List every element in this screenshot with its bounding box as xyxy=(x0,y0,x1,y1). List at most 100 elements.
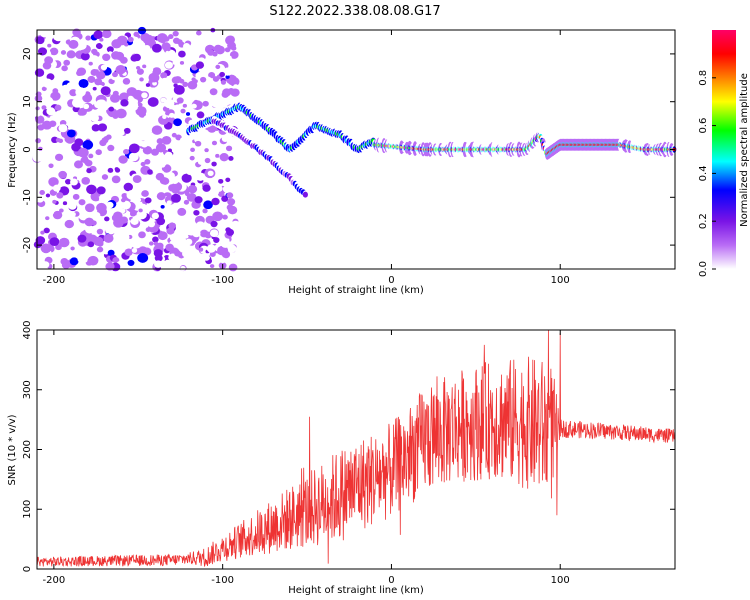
spectrogram-cell xyxy=(152,236,159,243)
spectrogram-cell xyxy=(170,215,180,224)
spectrogram-cell xyxy=(187,184,198,194)
y-tick-label: 300 xyxy=(22,380,33,399)
spectrogram-cell xyxy=(162,114,167,119)
spectrogram-cell xyxy=(172,61,177,65)
spectrogram-cell xyxy=(93,212,101,219)
spectrogram-cell xyxy=(147,220,156,228)
spectrogram-cell xyxy=(195,221,205,230)
spectrogram-cell xyxy=(212,211,223,222)
y-tick-label: 200 xyxy=(22,440,33,459)
spectrogram-cell xyxy=(183,43,191,50)
spectrogram-cell xyxy=(211,140,218,146)
spectrogram-cell xyxy=(181,173,192,183)
spectrogram-cell xyxy=(107,167,114,173)
spectrogram-cell xyxy=(141,92,148,99)
spectrogram-cell xyxy=(107,249,115,256)
spectrogram-cell xyxy=(71,142,81,152)
spectrogram-cell xyxy=(123,127,131,134)
spectrogram-cell xyxy=(34,68,45,77)
spectrogram-cell xyxy=(32,210,44,221)
spectrogram-cell xyxy=(75,40,87,51)
spectrogram-cell xyxy=(96,186,106,195)
spectrogram-cell xyxy=(225,75,230,79)
spectrogram-cell xyxy=(220,80,227,85)
spectrogram-cell xyxy=(144,197,152,204)
spectrogram-cell xyxy=(231,45,237,51)
spectrogram-cell xyxy=(221,135,229,142)
spectrogram-cell xyxy=(143,45,151,51)
spectrogram-cell xyxy=(211,197,220,206)
spectrogram-cell xyxy=(151,212,160,220)
spectrogram-cell xyxy=(155,143,167,153)
spectrogram-cell xyxy=(196,111,205,119)
spectrogram-cell xyxy=(178,50,186,58)
spectrogram-cell xyxy=(118,239,129,250)
spectrogram-cell xyxy=(120,99,129,107)
spectrogram-cell xyxy=(186,192,197,202)
spectrogram-cell xyxy=(191,103,197,109)
spectrogram-cell xyxy=(75,87,86,97)
x-tick-label: -100 xyxy=(211,575,234,586)
spectrogram-cell xyxy=(227,198,236,206)
spectrogram-cell xyxy=(165,49,176,60)
spectrogram-cell xyxy=(103,233,114,243)
spectrogram-cell xyxy=(196,47,205,55)
spectrogram-cell xyxy=(204,148,209,153)
spectrogram-cell xyxy=(227,244,237,253)
spectrogram-cell xyxy=(161,135,172,145)
spectrogram-xlabel: Height of straight line (km) xyxy=(288,285,424,296)
spectrogram-cell xyxy=(171,76,180,84)
spectrogram-cell xyxy=(203,200,213,210)
spectrogram-cell xyxy=(97,240,104,247)
spectrogram-cell xyxy=(176,260,182,266)
spectrogram-cell xyxy=(173,83,178,88)
spectrogram-cell xyxy=(221,250,231,259)
spectrogram-cell xyxy=(45,193,51,198)
spectrogram-cell xyxy=(185,58,191,64)
spectrogram-cell xyxy=(166,227,175,235)
spectrogram-cell xyxy=(179,137,187,144)
spectrogram-cell xyxy=(160,77,171,87)
spectrogram-cell xyxy=(147,169,153,175)
colorbar-tick-label: 0.8 xyxy=(698,70,709,86)
spectrogram-cell xyxy=(43,40,48,45)
spectrogram-cell xyxy=(138,231,146,239)
spectrogram-cell xyxy=(63,59,71,66)
spectrogram-cell xyxy=(42,78,53,88)
spectrogram-cell xyxy=(153,112,159,118)
spectrogram-cell xyxy=(101,174,109,180)
spectrogram-cell xyxy=(168,34,174,40)
y-tick-label: -20 xyxy=(22,237,33,253)
colorbar-ticks: 0.0 0.2 0.4 0.6 0.8 xyxy=(698,70,716,277)
spectrogram-cell xyxy=(196,30,202,36)
spectrogram-cell xyxy=(138,261,147,270)
spectrogram-cell xyxy=(130,217,139,225)
spectrogram-cell xyxy=(156,242,164,250)
spectrogram-cell xyxy=(76,70,83,77)
spectrogram-cell xyxy=(195,61,205,69)
x-tick-label: -200 xyxy=(43,275,66,286)
spectrogram-cell xyxy=(95,221,102,227)
snr-ylabel: SNR (10 * v/v) xyxy=(7,414,18,485)
spectrogram-cell xyxy=(147,97,159,107)
colorbar-tick-label: 0.2 xyxy=(698,213,709,229)
spectrogram-cell xyxy=(168,112,175,118)
spectrogram-cell xyxy=(136,79,142,85)
spectrogram-cell xyxy=(183,199,190,205)
spectrogram-cell xyxy=(93,30,104,40)
spectrogram-cell xyxy=(95,149,102,156)
spectrogram-cell xyxy=(96,175,102,180)
spectrogram-cell xyxy=(34,111,41,117)
spectrogram-cell xyxy=(107,144,115,152)
spectrogram-cell xyxy=(225,145,233,152)
spectrogram-cell xyxy=(49,115,56,121)
spectrogram-cell xyxy=(151,125,163,135)
spectrogram-cell xyxy=(223,67,233,76)
spectrogram-cell xyxy=(173,84,185,95)
spectrogram-cell xyxy=(78,199,86,206)
spectrogram-cell xyxy=(90,114,99,122)
spectrogram-cell xyxy=(38,146,43,151)
spectrogram-cell xyxy=(78,78,89,88)
spectrogram-cell xyxy=(204,157,211,164)
y-tick-label: 20 xyxy=(22,48,33,61)
